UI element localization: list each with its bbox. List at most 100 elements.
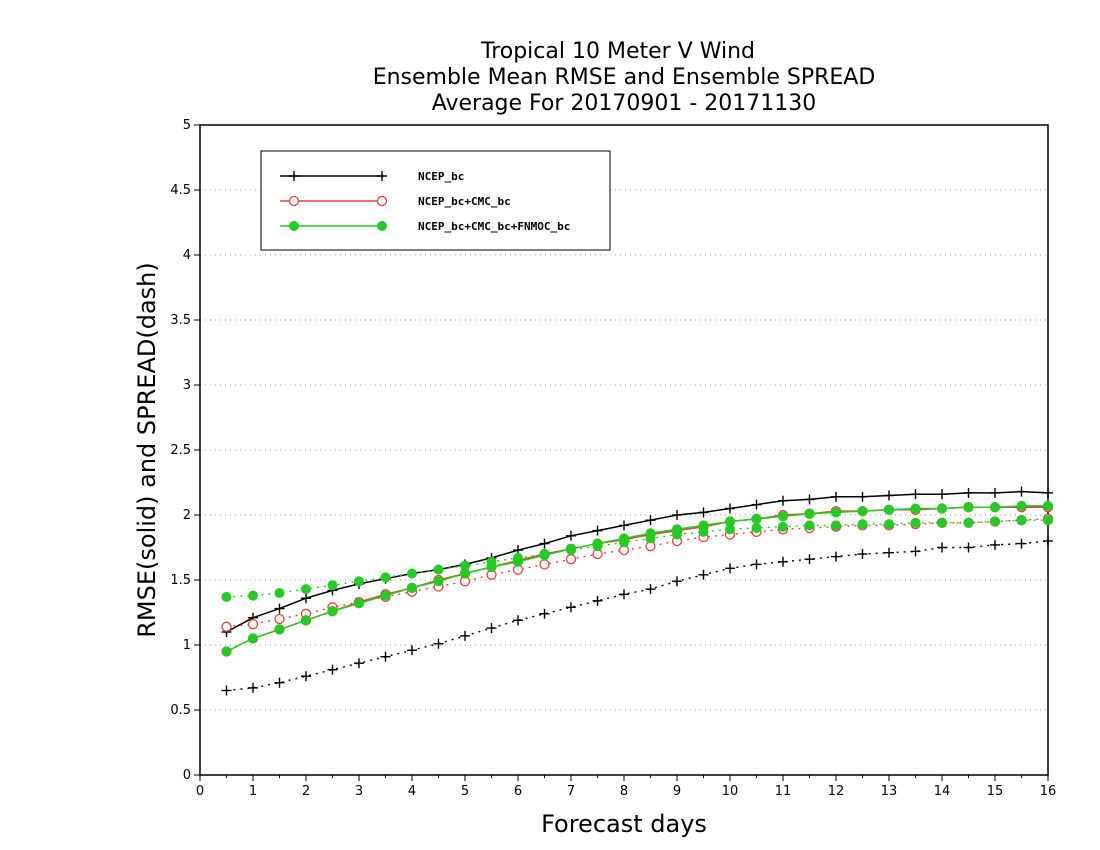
spread-point <box>221 591 232 602</box>
y-axis-label: RMSE(solid) and SPREAD(dash) <box>133 262 161 638</box>
spread-point <box>407 568 417 579</box>
x-tick-label: 7 <box>567 784 575 799</box>
rmse-point <box>831 507 841 518</box>
spread-point <box>725 563 735 574</box>
x-tick-label: 4 <box>408 784 416 799</box>
spread-point <box>804 554 815 565</box>
spread-point <box>857 519 868 530</box>
spread-point <box>539 608 550 619</box>
spread-point <box>221 685 232 696</box>
spread-point <box>274 588 285 598</box>
rmse-point <box>1043 500 1053 511</box>
spread-point <box>274 613 285 625</box>
y-tick-label: 3.5 <box>170 313 191 328</box>
spread-point <box>1043 515 1053 526</box>
x-tick-label: 11 <box>775 784 792 799</box>
legend-label: NCEP_bc+CMC_bc+FNMOC_bc <box>418 220 570 233</box>
rmse-point <box>486 562 497 572</box>
rmse-point <box>354 598 364 609</box>
rmse-point <box>778 495 788 506</box>
rmse-point <box>672 510 682 520</box>
rmse-point <box>778 511 788 522</box>
y-tick-label: 1 <box>183 638 191 653</box>
spread-point <box>751 523 762 533</box>
rmse-point <box>751 499 762 510</box>
spread-point <box>645 584 656 595</box>
spread-point <box>751 559 762 570</box>
rmse-point <box>831 491 841 502</box>
spread-point <box>778 556 788 567</box>
rmse-point <box>619 533 629 544</box>
rmse-point <box>725 503 735 514</box>
spread-point <box>460 630 470 641</box>
rmse-point <box>910 489 921 500</box>
spread-point <box>963 542 974 553</box>
chart-title: Tropical 10 Meter V Wind Ensemble Mean R… <box>373 39 876 116</box>
legend-marker <box>288 195 300 207</box>
x-tick-label: 3 <box>355 784 363 799</box>
spread-point <box>831 520 841 531</box>
rmse-point <box>539 550 550 561</box>
rmse-point <box>327 606 338 617</box>
rmse-point <box>804 494 815 505</box>
spread-point <box>354 576 364 587</box>
rmse-point <box>857 506 868 517</box>
spread-point <box>274 677 285 688</box>
spread-point <box>990 516 1000 527</box>
spread-point <box>565 554 577 565</box>
rmse-point <box>990 487 1000 498</box>
spread-point <box>566 602 576 613</box>
x-axis-label: Forecast days <box>541 810 707 838</box>
rmse-point <box>460 568 470 579</box>
spread-line-ncep-bc <box>226 540 1049 692</box>
series-ncep-bc-cmc-bc <box>221 502 1054 657</box>
rmse-point <box>645 528 656 539</box>
spread-point <box>433 638 444 649</box>
rmse-point <box>725 516 735 527</box>
spread-point <box>327 580 338 591</box>
spread-point <box>778 521 788 532</box>
rmse-point <box>539 538 550 549</box>
y-tick-label: 1.5 <box>170 573 191 588</box>
rmse-point <box>1016 500 1027 511</box>
title-line-3: Average For 20170901 - 20171130 <box>432 91 817 116</box>
series-ncep-bc <box>221 486 1053 696</box>
rmse-point <box>1016 486 1027 497</box>
spread-point <box>433 564 444 575</box>
x-tick-label: 14 <box>934 784 951 799</box>
spread-point <box>884 519 894 530</box>
rmse-point <box>804 508 815 519</box>
x-tick-label: 6 <box>514 784 522 799</box>
rmse-point <box>592 525 603 536</box>
y-tick-label: 4.5 <box>170 183 191 198</box>
spread-point <box>698 569 709 580</box>
legend-item-ncep-bc-cmc-bc: NCEP_bc+CMC_bc <box>280 195 511 208</box>
axes: 00.511.522.533.544.550 1 2 3 4 5 6 7 8 9 10 11 12 13 1… <box>170 118 1056 799</box>
spread-point <box>380 651 391 662</box>
series-ncep-bc-cmc-bc-fnmoc-bc <box>221 500 1053 657</box>
x-tick-label: 2 <box>302 784 310 799</box>
y-tick-label: 0 <box>183 768 191 783</box>
x-tick-label: 8 <box>620 784 628 799</box>
spread-point <box>910 517 921 528</box>
spread-point <box>380 572 391 583</box>
rmse-point <box>248 633 258 644</box>
spread-point <box>248 682 258 693</box>
rmse-line-ncep-bc-cmc-bc-fnmoc-bc <box>226 505 1048 653</box>
rmse-point <box>963 487 974 498</box>
x-tick-label: 0 <box>196 784 204 799</box>
spread-point <box>1043 536 1053 546</box>
legend-marker <box>289 171 299 181</box>
spread-point <box>327 664 338 675</box>
rmse-point <box>221 646 232 657</box>
spread-point <box>937 542 947 553</box>
rmse-point <box>751 513 762 524</box>
spread-point <box>937 517 947 528</box>
rmse-point <box>937 489 947 500</box>
spread-point <box>301 671 311 682</box>
rmse-point <box>380 590 391 601</box>
x-tick-label: 13 <box>881 784 898 799</box>
rmse-point <box>698 507 709 518</box>
